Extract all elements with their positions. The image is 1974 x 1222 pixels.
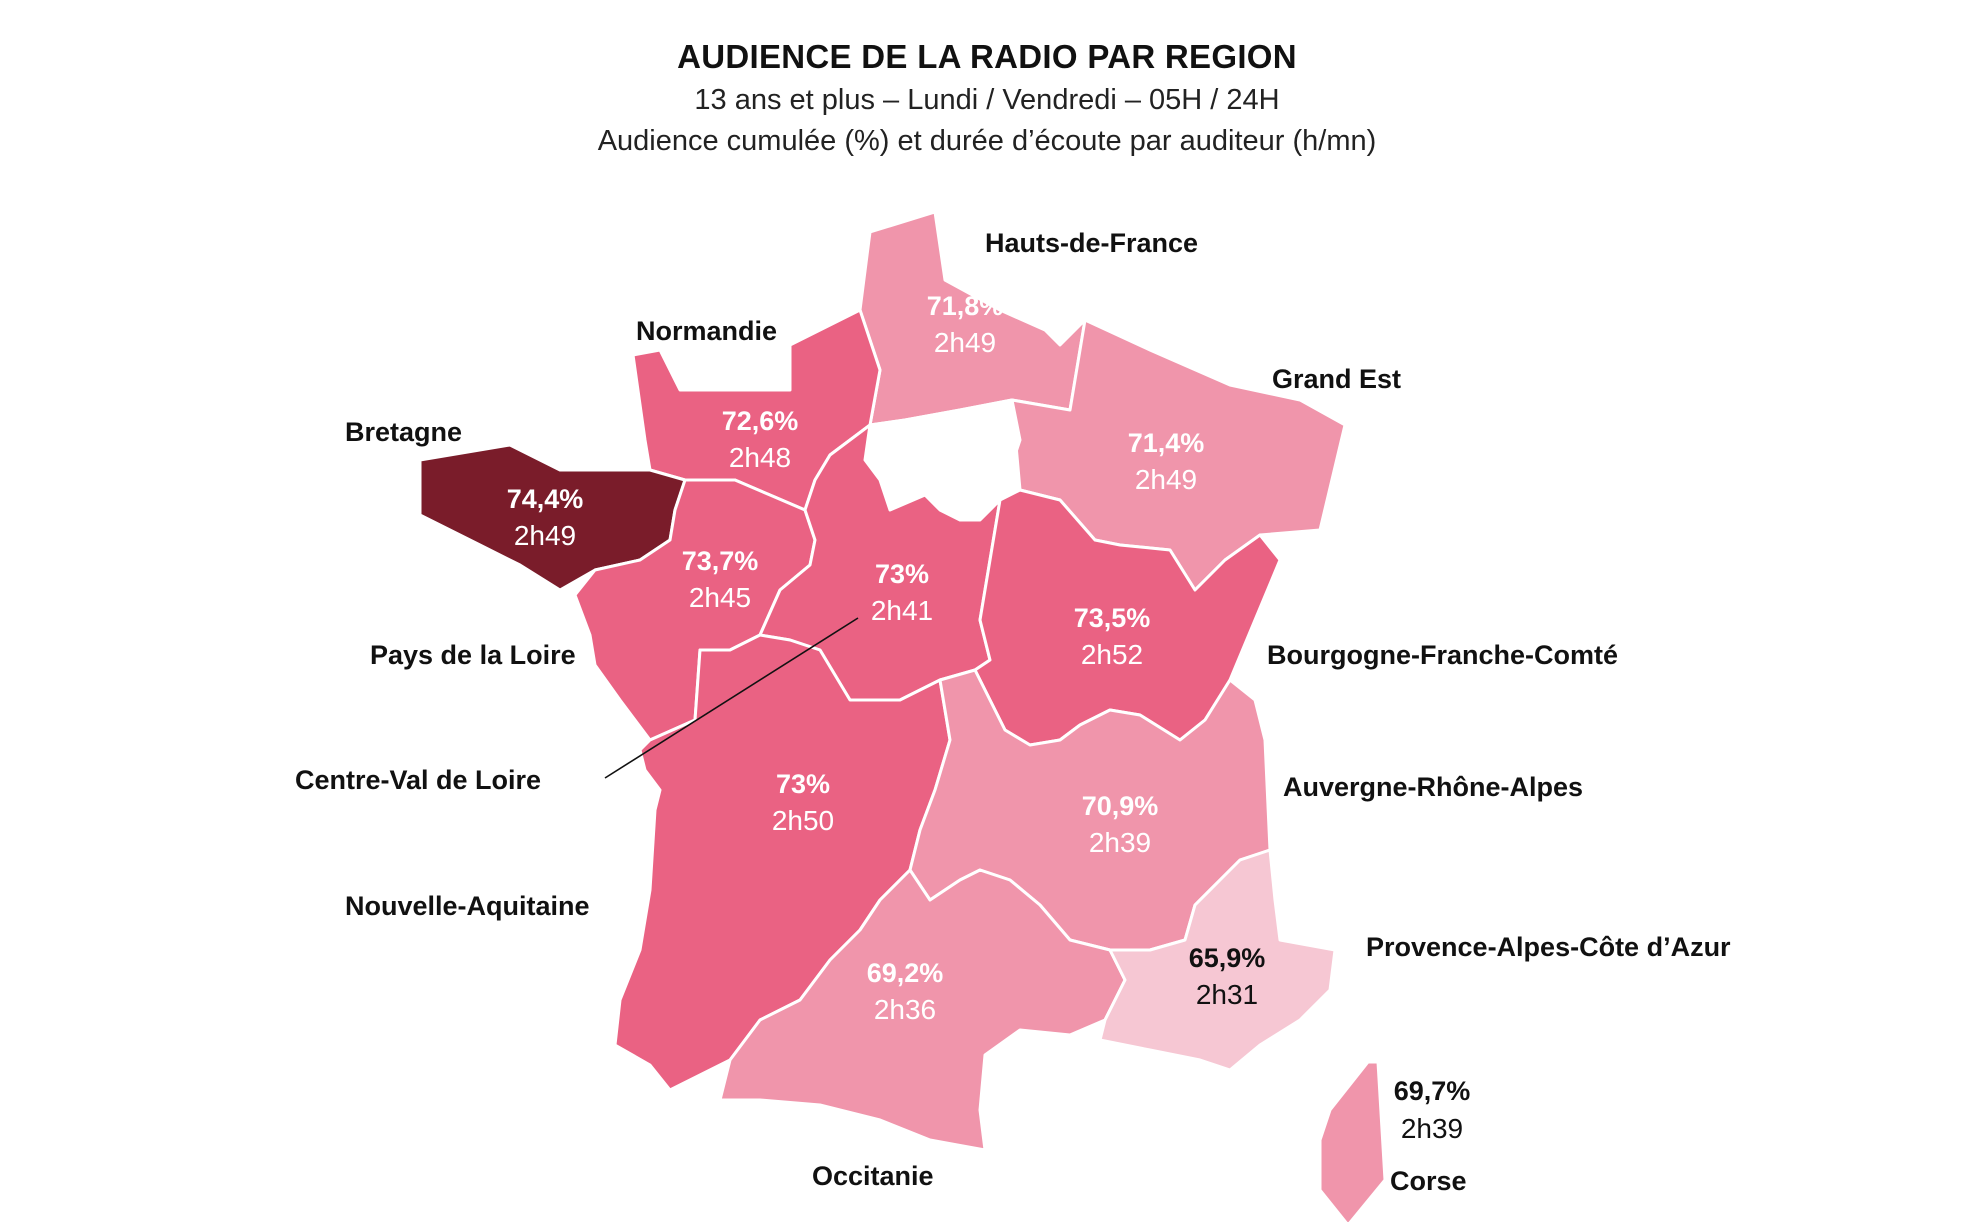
map-subtitle-metrics: Audience cumulée (%) et durée d’écoute p… <box>597 125 1377 157</box>
value-paca-duration: 2h31 <box>1196 979 1258 1010</box>
label-corse: Corse <box>1390 1166 1467 1196</box>
map-subtitle-population: 13 ans et plus – Lundi / Vendredi – 05H … <box>694 84 1280 116</box>
value-bourgogne-franche-comte-duration: 2h52 <box>1081 639 1143 670</box>
value-bretagne-audience: 74,4% <box>507 484 584 514</box>
value-nouvelle-aquitaine-duration: 2h50 <box>772 805 834 836</box>
value-corse-duration: 2h39 <box>1401 1113 1463 1144</box>
value-occitanie-duration: 2h36 <box>874 994 936 1025</box>
region-name-labels: Hauts-de-France Normandie Grand Est Bret… <box>295 228 1731 1196</box>
value-centre-val-de-loire-duration: 2h41 <box>871 595 933 626</box>
value-nouvelle-aquitaine-audience: 73% <box>776 769 830 799</box>
label-nouvelle-aquitaine: Nouvelle-Aquitaine <box>345 891 590 921</box>
label-grand-est: Grand Est <box>1272 364 1401 394</box>
value-hauts-de-france-audience: 71,8% <box>927 291 1004 321</box>
value-bourgogne-franche-comte-audience: 73,5% <box>1074 603 1151 633</box>
value-occitanie-audience: 69,2% <box>867 958 944 988</box>
value-hauts-de-france-duration: 2h49 <box>934 327 996 358</box>
value-grand-est-duration: 2h49 <box>1135 464 1197 495</box>
region-shape-paca[interactable] <box>1098 848 1337 1072</box>
region-values: 71,8% 2h49 72,6% 2h48 71,4% 2h49 74,4% 2… <box>507 291 1471 1144</box>
value-auvergne-rhone-alpes-audience: 70,9% <box>1082 791 1159 821</box>
label-pays-de-la-loire: Pays de la Loire <box>370 640 576 670</box>
leader-line-centre-val-de-loire <box>604 617 859 779</box>
value-corse-audience: 69,7% <box>1394 1076 1471 1106</box>
region-shapes <box>418 210 1387 1222</box>
value-normandie-duration: 2h48 <box>729 442 791 473</box>
value-bretagne-duration: 2h49 <box>514 520 576 551</box>
value-pays-de-la-loire-duration: 2h45 <box>689 582 751 613</box>
region-shape-corse[interactable] <box>1318 1060 1387 1222</box>
value-centre-val-de-loire-audience: 73% <box>875 559 929 589</box>
label-centre-val-de-loire: Centre-Val de Loire <box>295 765 541 795</box>
label-auvergne-rhone-alpes: Auvergne-Rhône-Alpes <box>1283 772 1583 802</box>
value-paca-audience: 65,9% <box>1189 943 1266 973</box>
label-hauts-de-france: Hauts-de-France <box>985 228 1198 258</box>
label-bretagne: Bretagne <box>345 417 462 447</box>
label-occitanie: Occitanie <box>812 1161 934 1191</box>
map-title: AUDIENCE DE LA RADIO PAR REGION <box>677 38 1297 75</box>
label-paca: Provence-Alpes-Côte d’Azur <box>1366 932 1731 962</box>
label-normandie: Normandie <box>636 316 777 346</box>
value-normandie-audience: 72,6% <box>722 406 799 436</box>
label-bourgogne-franche-comte: Bourgogne-Franche-Comté <box>1267 640 1618 670</box>
value-pays-de-la-loire-audience: 73,7% <box>682 546 759 576</box>
value-grand-est-audience: 71,4% <box>1128 428 1205 458</box>
value-auvergne-rhone-alpes-duration: 2h39 <box>1089 827 1151 858</box>
